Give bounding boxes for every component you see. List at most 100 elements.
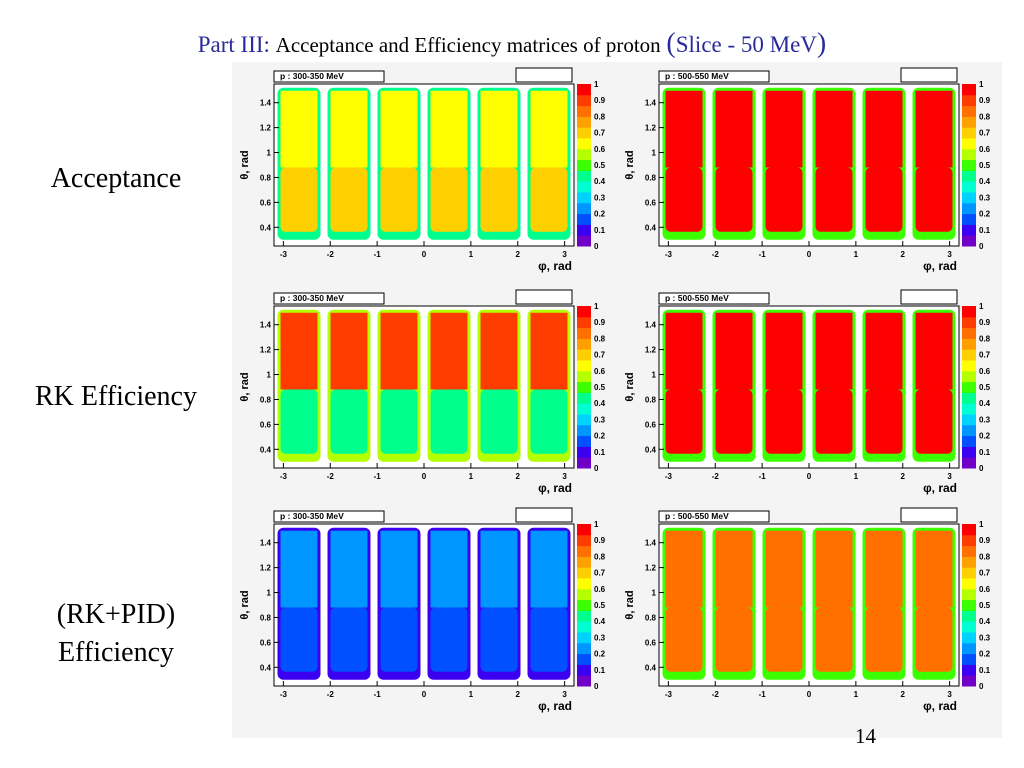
- colorbar-segment: [962, 138, 976, 150]
- colorbar-tick-label: 0.8: [594, 552, 606, 561]
- sector-upper: [765, 312, 803, 390]
- colorbar-tick-label: 0.6: [979, 585, 991, 594]
- colorbar-segment: [577, 327, 591, 339]
- colorbar-segment: [962, 632, 976, 644]
- x-tick-label: 3: [562, 690, 567, 699]
- colorbar-segment: [962, 567, 976, 579]
- y-tick-label: 1: [652, 589, 657, 598]
- colorbar-tick-label: 0.2: [594, 650, 606, 659]
- x-tick-label: 1: [854, 690, 859, 699]
- colorbar-tick-label: 0.7: [979, 569, 991, 578]
- colorbar-segment: [962, 446, 976, 458]
- title-box: [658, 292, 770, 305]
- colorbar-segment: [962, 414, 976, 426]
- sector-lower: [530, 389, 568, 454]
- sector-upper: [330, 312, 368, 390]
- colorbar-tick-label: 0.5: [979, 383, 991, 392]
- sector-upper: [480, 312, 518, 390]
- sector-upper: [715, 530, 753, 608]
- colorbar-segment: [962, 664, 976, 676]
- panel-title: p : 500-550 MeV: [665, 511, 729, 521]
- colorbar-tick-label: 0.5: [979, 601, 991, 610]
- colorbar-tick-label: 0.7: [594, 129, 606, 138]
- colorbar-segment: [577, 610, 591, 622]
- sector-lower: [665, 389, 703, 454]
- sector-upper: [480, 530, 518, 608]
- sector-lower: [380, 389, 418, 454]
- panel-title: p : 300-350 MeV: [280, 511, 344, 521]
- colorbar-segment: [577, 457, 591, 469]
- colorbar-segment: [577, 306, 591, 318]
- row-label-rk-efficiency: RK Efficiency: [35, 381, 197, 412]
- colorbar-tick-label: 0.5: [594, 601, 606, 610]
- plot-area: [273, 305, 575, 469]
- x-tick-label: 3: [562, 250, 567, 259]
- x-tick-label: 3: [562, 472, 567, 481]
- stats-box: [900, 67, 958, 83]
- y-axis-label: θ, rad: [239, 150, 251, 179]
- x-axis-label: φ, rad: [923, 259, 957, 273]
- y-tick-label: 0.8: [260, 613, 272, 622]
- y-tick-label: 0.6: [260, 420, 272, 429]
- colorbar-tick-label: 0.8: [979, 552, 991, 561]
- colorbar-segment: [577, 338, 591, 350]
- colorbar-segment: [577, 192, 591, 204]
- sector-upper: [815, 312, 853, 390]
- colorbar-tick-label: 0.8: [594, 112, 606, 121]
- colorbar-tick-label: 0: [594, 682, 599, 691]
- x-tick-label: 1: [469, 472, 474, 481]
- sector-upper: [280, 90, 318, 168]
- x-tick-label: -2: [327, 472, 335, 481]
- sector-lower: [715, 607, 753, 672]
- colorbar-segment: [962, 610, 976, 622]
- colorbar-tick-label: 0.8: [979, 334, 991, 343]
- colorbar-segment: [577, 224, 591, 236]
- y-tick-label: 1.4: [645, 321, 657, 330]
- stats-box: [900, 507, 958, 523]
- colorbar-tick-label: 1: [979, 302, 984, 311]
- colorbar-tick-label: 1: [979, 520, 984, 529]
- sector-lower: [715, 389, 753, 454]
- colorbar-segment: [962, 675, 976, 687]
- title-text: Acceptance and Efficiency matrices of pr…: [275, 33, 661, 57]
- y-tick-label: 0.4: [645, 223, 657, 232]
- colorbar-tick-label: 0.4: [979, 617, 991, 626]
- colorbar-tick-label: 1: [594, 520, 599, 529]
- x-tick-label: 0: [422, 250, 427, 259]
- x-tick-label: 1: [469, 250, 474, 259]
- y-tick-label: 1: [267, 589, 272, 598]
- title-box: [273, 70, 385, 83]
- sector-upper: [330, 90, 368, 168]
- x-tick-label: 2: [901, 690, 906, 699]
- colorbar-segment: [962, 381, 976, 393]
- colorbar-segment: [577, 316, 591, 329]
- colorbar-tick-label: 0.2: [979, 210, 991, 219]
- sector-upper: [915, 90, 953, 168]
- colorbar-tick-label: 0.5: [979, 161, 991, 170]
- colorbar-tick-label: 0.2: [979, 650, 991, 659]
- colorbar-tick-label: 0.8: [979, 112, 991, 121]
- x-axis-label: φ, rad: [923, 481, 957, 495]
- x-axis-label: φ, rad: [538, 481, 572, 495]
- colorbar-tick-label: 1: [594, 80, 599, 89]
- sector-lower: [530, 607, 568, 672]
- title-box: [273, 292, 385, 305]
- title-part: Part III:: [197, 32, 270, 57]
- sector-lower: [715, 167, 753, 232]
- colorbar-segment: [962, 159, 976, 171]
- colorbar-segment: [962, 213, 976, 225]
- colorbar-segment: [577, 181, 591, 193]
- colorbar-segment: [577, 424, 591, 437]
- x-tick-label: 3: [947, 472, 952, 481]
- sector-upper: [715, 312, 753, 390]
- sector-upper: [380, 312, 418, 390]
- colorbar-segment: [962, 192, 976, 204]
- colorbar-tick-label: 0.7: [979, 129, 991, 138]
- colorbar-segment: [962, 403, 976, 415]
- sector-lower: [330, 607, 368, 672]
- x-tick-label: 2: [901, 250, 906, 259]
- colorbar-segment: [577, 664, 591, 676]
- colorbar-tick-label: 0.4: [979, 177, 991, 186]
- colorbar-tick-label: 0.3: [979, 415, 991, 424]
- colorbar-segment: [577, 524, 591, 536]
